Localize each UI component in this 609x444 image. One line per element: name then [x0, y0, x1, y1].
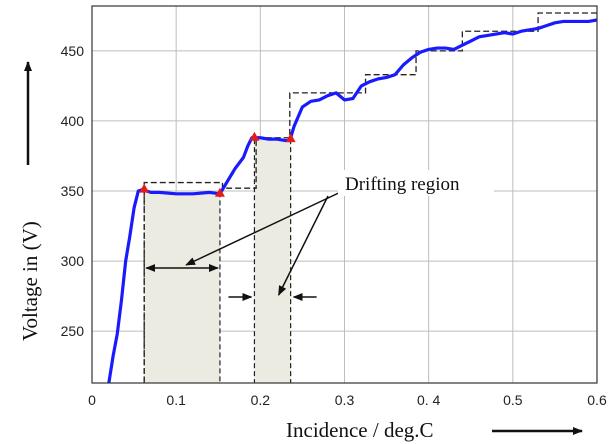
marker-layer [139, 131, 296, 197]
x-tick-label: 0.5 [503, 392, 523, 408]
annotation-arrows [145, 189, 346, 301]
voltage-series-line [107, 18, 598, 384]
y-tick-labels: 250 300 350 400 450 [61, 43, 85, 339]
x-tick-label: 0.2 [251, 392, 271, 408]
x-tick-label: 0.1 [166, 392, 186, 408]
callout-arrow-region-2 [277, 195, 329, 296]
plot-frame [91, 5, 598, 384]
drift-region [254, 139, 291, 383]
y-tick-label: 300 [61, 253, 85, 269]
y-tick-label: 250 [61, 323, 85, 339]
drift-point-marker [285, 133, 296, 143]
drift-regions [143, 139, 292, 383]
y-tick-label: 450 [61, 43, 85, 59]
annotation-drifting-region: Drifting region [345, 174, 460, 195]
callout-arrow-region-1 [185, 189, 346, 266]
y-tick-label: 400 [61, 113, 85, 129]
x-tick-label: 0. 4 [417, 392, 441, 408]
x-axis-label: Incidence / deg.C [286, 418, 434, 442]
drift-point-marker [249, 131, 260, 141]
series-layer [107, 18, 598, 384]
drift-region [144, 192, 220, 383]
y-axis-label: Voltage in (V) [18, 221, 42, 341]
drift-point-marker [139, 183, 150, 193]
y-tick-label: 350 [61, 183, 85, 199]
annotation-background [338, 170, 494, 196]
x-tick-label: 0 [88, 392, 96, 408]
x-axis-label-background [280, 418, 475, 444]
x-tick-labels: 0 0.1 0.2 0.3 0. 4 0.5 0.6 [88, 392, 607, 408]
drift-point-marker [214, 187, 225, 197]
x-tick-label: 0.6 [587, 392, 607, 408]
x-tick-label: 0.3 [335, 392, 355, 408]
